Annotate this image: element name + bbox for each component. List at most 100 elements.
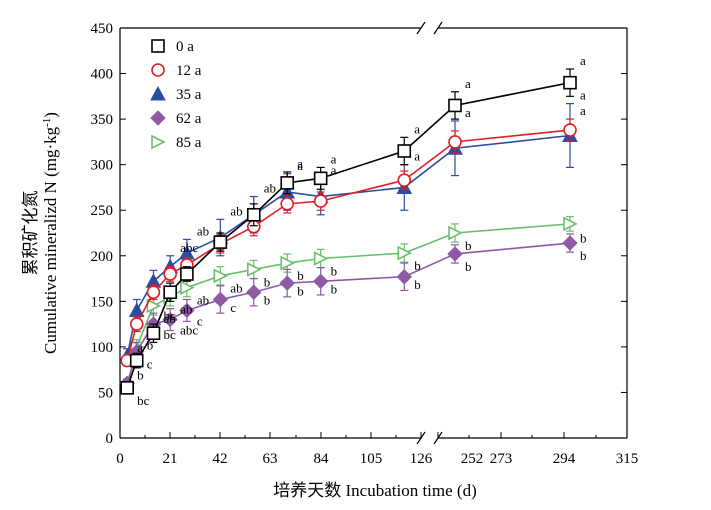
x-tick-label: 252	[461, 451, 484, 467]
legend-item: 62 a	[150, 110, 202, 127]
series-12	[120, 118, 577, 368]
data-point	[448, 135, 462, 149]
significance-letter: b	[297, 268, 304, 283]
significance-letter: bc	[163, 327, 176, 342]
significance-letter: ab	[197, 223, 209, 238]
x-tick-label: 105	[360, 451, 383, 467]
significance-letter: ab	[264, 181, 276, 196]
data-point	[180, 267, 194, 281]
legend-label: 12 a	[176, 63, 202, 79]
data-point	[396, 269, 412, 285]
data-point	[563, 123, 577, 137]
significance-letter: c	[147, 356, 153, 371]
data-point	[312, 273, 329, 289]
significance-letter: b	[580, 248, 587, 263]
legend-label: 85 a	[176, 135, 202, 151]
data-point	[246, 207, 261, 222]
significance-letter: b	[331, 263, 338, 278]
significance-letter: abc	[180, 240, 198, 255]
data-point	[151, 63, 165, 77]
significance-letter: a	[297, 156, 303, 171]
series-62	[119, 233, 578, 392]
significance-letter: ab	[230, 281, 242, 296]
data-point	[129, 353, 144, 368]
y-tick-label: 150	[91, 294, 114, 310]
data-point	[146, 285, 161, 300]
data-point	[280, 197, 295, 211]
data-point	[563, 75, 577, 90]
data-point	[448, 98, 462, 113]
y-axis-title: 累积矿化氮 Cumulative mineralizd N (mg·kg-1)	[21, 112, 60, 354]
significance-letter: a	[465, 76, 471, 91]
significance-letter: a	[580, 88, 586, 103]
x-tick-label: 63	[263, 451, 278, 467]
y-tick-label: 400	[91, 67, 114, 83]
legend-item: 85 a	[151, 134, 202, 151]
legend-item: 0 a	[151, 39, 194, 55]
data-point	[151, 134, 166, 150]
y-tick-label: 0	[106, 431, 114, 447]
significance-letter: ab	[230, 203, 242, 218]
data-point	[246, 284, 262, 300]
data-point	[246, 262, 262, 277]
y-tick-label: 300	[91, 158, 114, 174]
legend-label: 35 a	[176, 87, 202, 103]
data-point	[129, 317, 144, 331]
significance-letter: a	[331, 162, 337, 177]
significance-letter: b	[331, 282, 338, 297]
significance-letter: ab	[163, 311, 175, 326]
significance-letter: b	[414, 277, 421, 292]
significance-letter: a	[331, 151, 337, 166]
significance-letter: c	[230, 300, 236, 315]
significance-letter: b	[580, 231, 587, 246]
x-tick-label: 21	[163, 451, 178, 467]
data-point	[563, 216, 578, 232]
data-point	[213, 268, 229, 284]
y-axis-title-zh: 累积矿化氮	[21, 191, 40, 276]
legend-label: 62 a	[176, 111, 202, 127]
x-tick-label: 315	[616, 451, 639, 467]
significance-letter: a	[137, 340, 143, 355]
significance-letter: a	[414, 149, 420, 164]
significance-letter: a	[414, 121, 420, 136]
data-point	[313, 171, 328, 186]
significance-letter: ab	[197, 293, 209, 308]
x-tick-label: 84	[314, 451, 330, 467]
data-point	[313, 251, 329, 266]
data-point	[150, 85, 166, 101]
data-point	[213, 235, 228, 249]
significance-letter: ab	[180, 302, 192, 317]
data-point	[447, 246, 463, 262]
y-tick-label: 350	[91, 112, 114, 128]
x-axis-title: 培养天数 Incubation time (d)	[273, 481, 477, 500]
data-point	[448, 225, 463, 241]
y-tick-label: 100	[91, 340, 114, 356]
significance-letter: a	[580, 53, 586, 68]
y-tick-label: 200	[91, 249, 114, 265]
data-point	[163, 285, 177, 300]
data-point	[151, 39, 165, 53]
significance-letter: a	[297, 158, 303, 173]
significance-letter: b	[465, 259, 472, 274]
data-point	[180, 280, 195, 295]
data-point	[146, 298, 162, 314]
y-tick-label: 450	[91, 21, 114, 37]
data-point	[397, 144, 412, 158]
significance-letter: b	[297, 283, 304, 298]
legend-item: 35 a	[150, 85, 202, 103]
significance-letter: bc	[137, 393, 150, 408]
x-tick-label: 273	[490, 451, 513, 467]
y-tick-label: 250	[91, 203, 114, 219]
series-0	[120, 68, 577, 395]
x-axis: 0 21 42 63 84 105 126 252 273 294 315	[116, 432, 638, 467]
significance-letter: b	[137, 367, 144, 382]
significance-letter: c	[197, 314, 203, 329]
y-tick-label: 50	[98, 385, 113, 401]
significance-letter: b	[465, 238, 472, 253]
data-point	[146, 326, 161, 341]
data-point	[313, 194, 328, 208]
data-point	[280, 176, 295, 190]
significance-letter: b	[147, 337, 154, 352]
